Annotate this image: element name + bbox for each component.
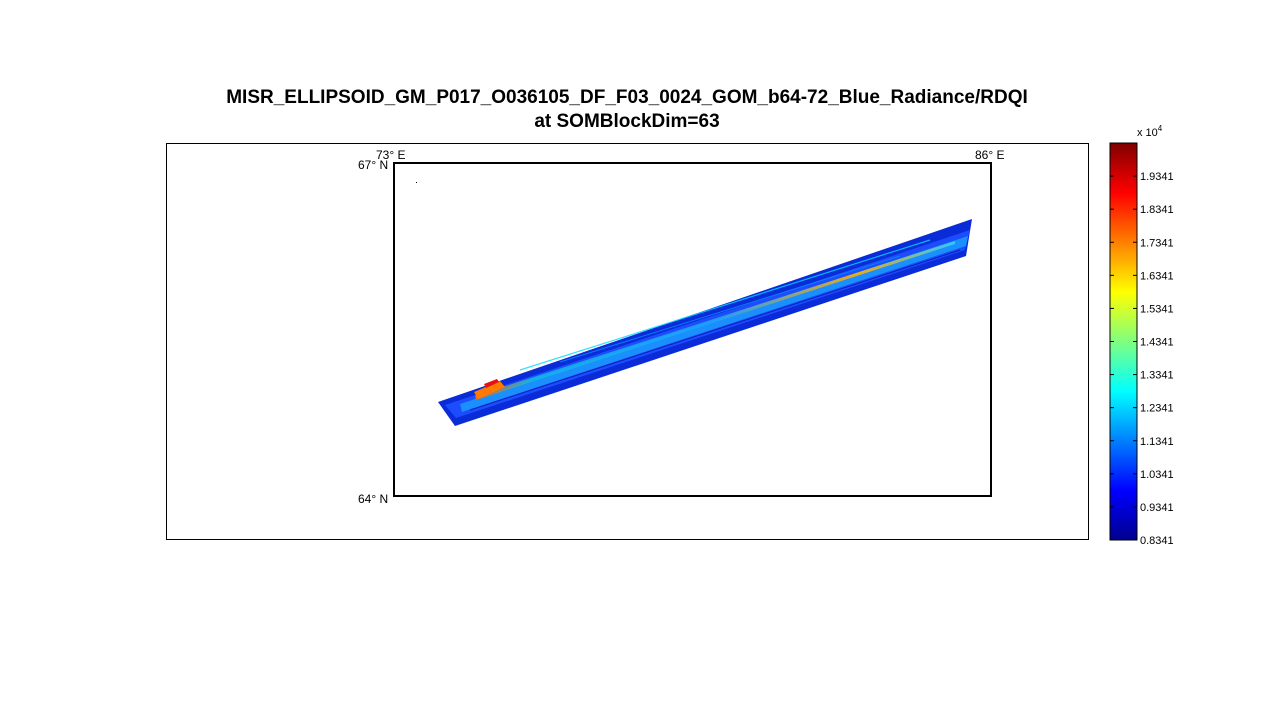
colorbar-tick-label: 0.8341	[1140, 535, 1174, 547]
colorbar-tick-label: 1.6341	[1140, 270, 1174, 282]
colorbar-tick-label: 1.3341	[1140, 370, 1174, 382]
swath-streak-2	[559, 255, 901, 363]
swath-streak-1	[519, 239, 931, 371]
lon-label-86e: 86° E	[975, 148, 1004, 162]
chart-title-line-2: at SOMBlockDim=63	[534, 111, 720, 132]
colorbar-tick-label: 1.5341	[1140, 303, 1174, 315]
chart-title-line-1: MISR_ELLIPSOID_GM_P017_O036105_DF_F03_00…	[226, 87, 1028, 108]
data-swath	[438, 219, 972, 426]
colorbar-tick-label: 1.4341	[1140, 337, 1174, 349]
colorbar-tick-label: 1.1341	[1140, 436, 1174, 448]
lat-label-67n: 67° N	[358, 158, 388, 172]
map-frame	[393, 162, 992, 497]
lon-label-73e: 73° E	[376, 148, 405, 162]
colorbar-tick-label: 1.2341	[1140, 403, 1174, 415]
colorbar-tick-label: 1.8341	[1140, 204, 1174, 216]
colorbar-tick-label: 0.9341	[1140, 502, 1174, 514]
chart-title: MISR_ELLIPSOID_GM_P017_O036105_DF_F03_00…	[166, 86, 1088, 134]
swath-hotspot	[474, 381, 505, 399]
swath-streak-3	[469, 249, 961, 411]
colorbar-tick-label: 1.0341	[1140, 469, 1174, 481]
swath-core-band	[475, 241, 955, 400]
lat-label-64n: 64° N	[358, 492, 388, 506]
colorbar-tick-label: 1.7341	[1140, 237, 1174, 249]
colorbar-ticks: 1.9341 1.8341 1.7341 1.6341 1.5341 1.4341 1.33…	[1110, 171, 1174, 547]
colorbar-multiplier: x 104	[1137, 124, 1163, 139]
swath-hotspot-red	[484, 379, 499, 388]
map-origin-dot	[416, 182, 417, 183]
colorbar	[1109, 142, 1138, 541]
colorbar-tick-label: 1.9341	[1140, 171, 1174, 183]
axes-box	[166, 143, 1089, 540]
